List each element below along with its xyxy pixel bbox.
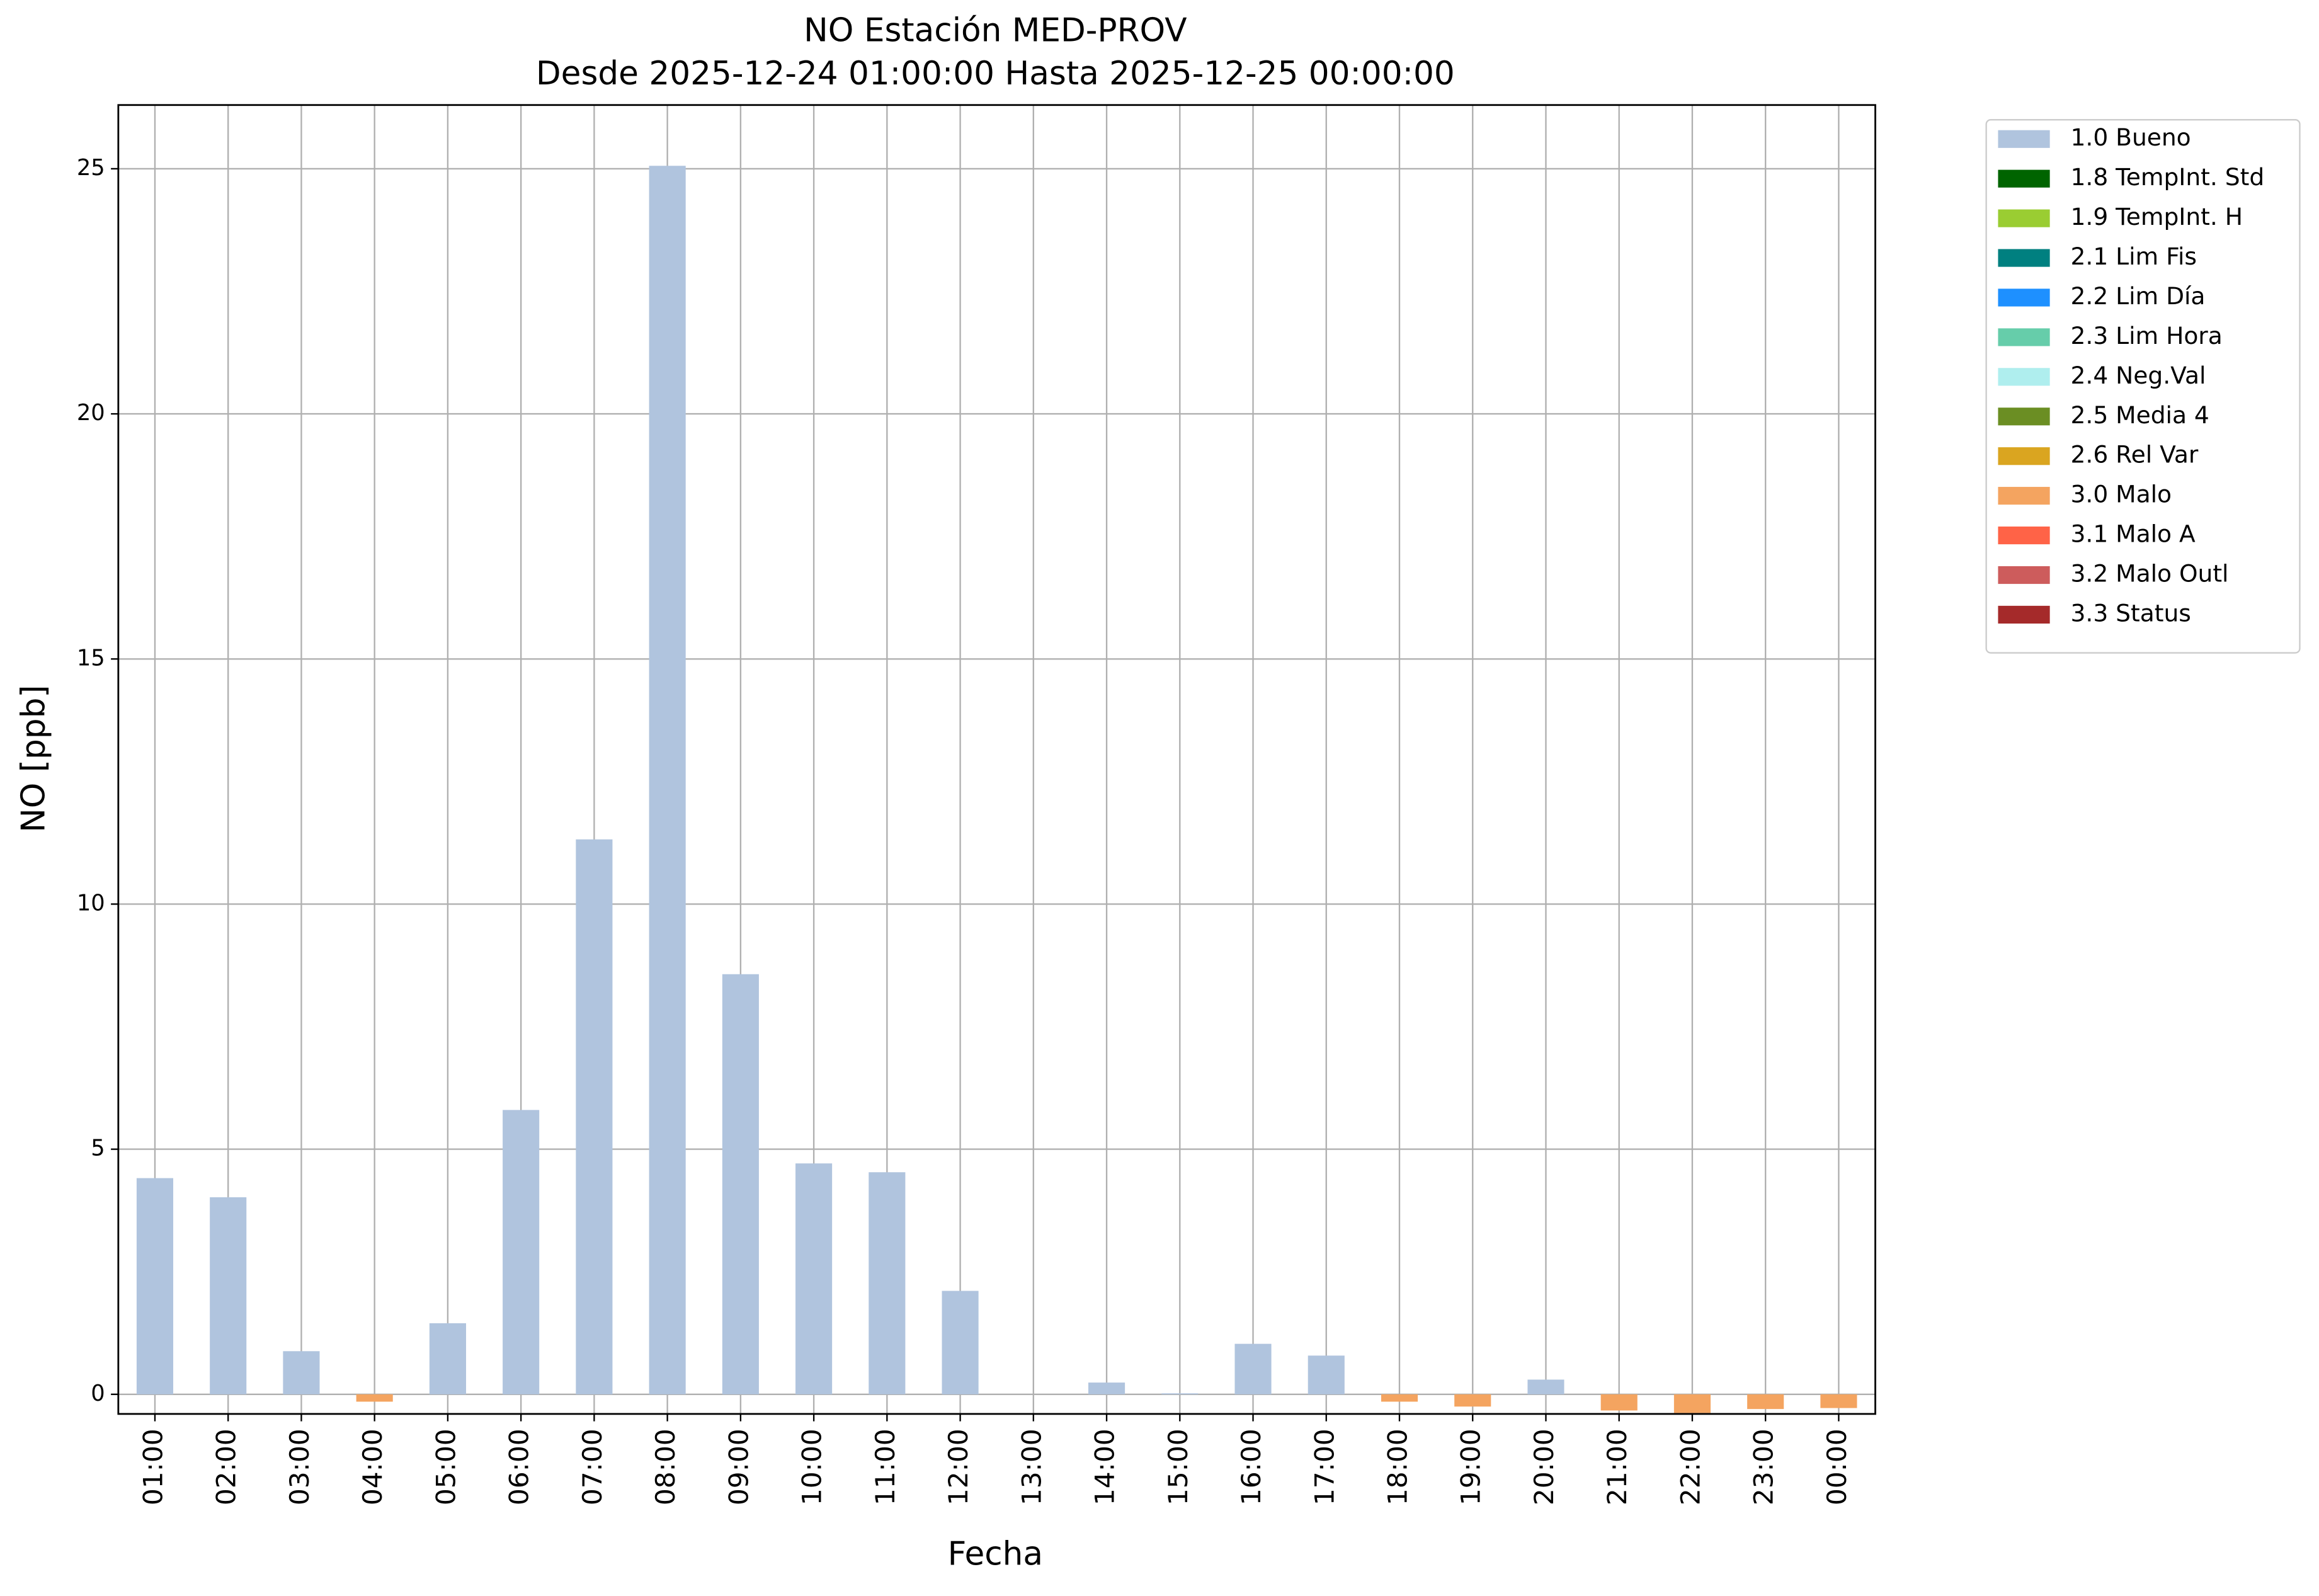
legend-swatch: [1998, 526, 2050, 545]
x-tick-label: 07:00: [577, 1428, 608, 1505]
bar: [283, 1351, 320, 1394]
bar: [576, 839, 613, 1394]
x-tick-label: 15:00: [1163, 1428, 1194, 1505]
y-tick-label: 0: [91, 1381, 105, 1406]
bar: [1381, 1394, 1418, 1402]
legend-swatch: [1998, 447, 2050, 465]
chart-subtitle: Desde 2025-12-24 01:00:00 Hasta 2025-12-…: [536, 55, 1455, 93]
x-tick-label: 12:00: [943, 1428, 974, 1505]
x-tick-label: 14:00: [1090, 1428, 1120, 1505]
x-tick-label: 18:00: [1382, 1428, 1413, 1505]
y-tick-label: 25: [77, 155, 105, 181]
bar: [136, 1178, 174, 1394]
x-tick-label: 16:00: [1236, 1428, 1267, 1505]
legend-swatch: [1998, 130, 2050, 148]
bar: [1600, 1394, 1638, 1411]
legend-label: 2.6 Rel Var: [2071, 441, 2199, 469]
x-tick-label: 23:00: [1748, 1428, 1779, 1505]
legend-label: 3.0 Malo: [2071, 481, 2172, 508]
legend-label: 2.5 Media 4: [2071, 401, 2209, 429]
bar: [1234, 1343, 1272, 1394]
x-tick-label: 10:00: [797, 1428, 828, 1505]
x-tick-label: 11:00: [870, 1428, 901, 1505]
y-tick-label: 15: [77, 645, 105, 671]
y-axis-label: NO [ppb]: [14, 685, 52, 832]
legend-swatch: [1998, 368, 2050, 386]
bar: [503, 1110, 540, 1394]
x-tick-label: 20:00: [1529, 1428, 1559, 1505]
legend-label: 3.2 Malo Outl: [2071, 560, 2229, 588]
legend-swatch: [1998, 169, 2050, 188]
bar: [649, 166, 686, 1394]
bar: [1454, 1394, 1491, 1407]
legend-label: 2.4 Neg.Val: [2071, 362, 2206, 389]
plot-frame: [117, 104, 1876, 1415]
bar: [1161, 1393, 1199, 1394]
bar: [942, 1291, 979, 1394]
x-tick-label: 01:00: [137, 1428, 168, 1505]
y-tick-label: 10: [77, 890, 105, 916]
x-tick-label: 21:00: [1602, 1428, 1632, 1505]
legend-label: 2.2 Lim Día: [2071, 282, 2206, 310]
bar: [1747, 1394, 1784, 1410]
legend-label: 1.0 Bueno: [2071, 123, 2191, 151]
bar: [1673, 1394, 1711, 1413]
x-tick-label: 06:00: [504, 1428, 535, 1505]
legend-swatch: [1998, 209, 2050, 227]
legend-swatch: [1998, 249, 2050, 267]
x-tick-label: 05:00: [430, 1428, 461, 1505]
legend-label: 1.9 TempInt. H: [2071, 203, 2243, 231]
bar: [356, 1394, 393, 1402]
x-tick-label: 03:00: [284, 1428, 315, 1505]
legend-label: 2.3 Lim Hora: [2071, 322, 2223, 350]
x-tick-label: 17:00: [1309, 1428, 1340, 1505]
bar: [1088, 1382, 1125, 1394]
bar: [210, 1197, 247, 1394]
x-tick-label: 04:00: [357, 1428, 388, 1505]
legend-swatch: [1998, 408, 2050, 426]
x-tick-label: 02:00: [211, 1428, 242, 1505]
y-tick-label: 5: [91, 1136, 105, 1161]
bar: [429, 1323, 466, 1394]
x-tick-label: 19:00: [1456, 1428, 1486, 1505]
legend-swatch: [1998, 328, 2050, 346]
x-tick-label: 13:00: [1016, 1428, 1047, 1505]
chart-title: NO Estación MED-PROV: [804, 12, 1187, 50]
bar: [869, 1172, 906, 1394]
bar: [1308, 1355, 1345, 1394]
legend-label: 1.8 TempInt. Std: [2071, 163, 2265, 191]
legend-swatch: [1998, 487, 2050, 505]
bar: [722, 974, 759, 1394]
legend-label: 3.3 Status: [2071, 599, 2191, 627]
bar: [1820, 1394, 1857, 1408]
x-tick-label: 09:00: [723, 1428, 754, 1505]
legend-label: 2.1 Lim Fis: [2071, 242, 2197, 270]
bar: [1527, 1379, 1564, 1394]
x-tick-label: 22:00: [1675, 1428, 1706, 1505]
x-tick-label: 00:00: [1821, 1428, 1852, 1505]
legend-label: 3.1 Malo A: [2071, 520, 2196, 548]
legend-swatch: [1998, 605, 2050, 624]
legend-box: [1985, 119, 2301, 654]
legend-swatch: [1998, 566, 2050, 584]
bar: [795, 1163, 833, 1394]
legend-swatch: [1998, 288, 2050, 307]
y-tick-label: 20: [77, 400, 105, 426]
x-axis-label: Fecha: [948, 1535, 1043, 1573]
x-tick-label: 08:00: [650, 1428, 681, 1505]
